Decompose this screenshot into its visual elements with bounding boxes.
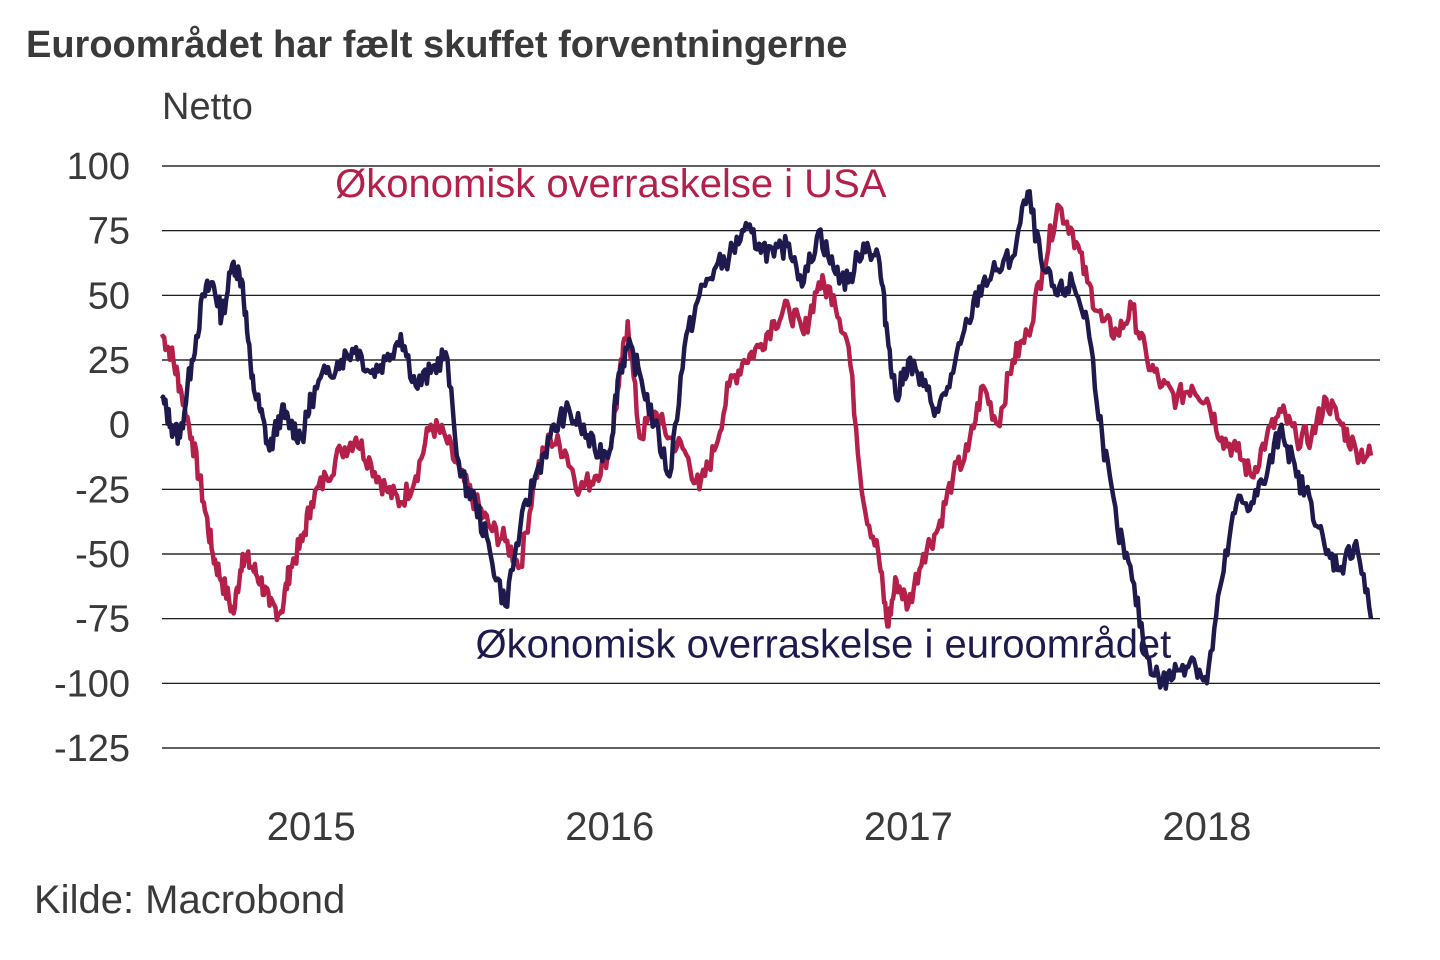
x-axis-ticks: 2015 2016 2017 2018 (267, 805, 1252, 849)
y-tick-label: -25 (75, 469, 130, 511)
source-note: Kilde: Macrobond (34, 878, 346, 922)
y-tick-label: -125 (54, 728, 130, 770)
grid-lines (162, 165, 1380, 749)
y-axis-unit-label: Netto (162, 86, 253, 128)
series-label-usa: Økonomisk overraskelse i USA (335, 162, 887, 206)
y-tick-label: 0 (109, 405, 130, 447)
y-tick-label: 25 (88, 340, 130, 382)
y-tick-label: -50 (75, 534, 130, 576)
series-line-euro (160, 188, 1374, 691)
series-line-usa (159, 202, 1374, 629)
y-tick-label: 75 (88, 211, 130, 253)
y-tick-label: 50 (88, 275, 130, 317)
y-tick-label: -75 (75, 599, 130, 641)
y-tick-label: -100 (54, 663, 130, 705)
x-tick-label: 2017 (864, 805, 953, 849)
chart-title: Euroområdet har fælt skuffet forventning… (26, 24, 848, 66)
x-tick-label: 2015 (267, 805, 356, 849)
series-labels: Økonomisk overraskelse i USA Økonomisk ov… (335, 162, 1171, 666)
x-tick-label: 2016 (565, 805, 654, 849)
series-label-euro: Økonomisk overraskelse i euroområdet (475, 622, 1171, 666)
y-axis-ticks: 100 75 50 25 0 -25 -50 -75 -100 -125 (54, 146, 130, 770)
x-tick-label: 2018 (1162, 805, 1251, 849)
y-tick-label: 100 (67, 146, 130, 188)
series-lines (159, 188, 1374, 691)
